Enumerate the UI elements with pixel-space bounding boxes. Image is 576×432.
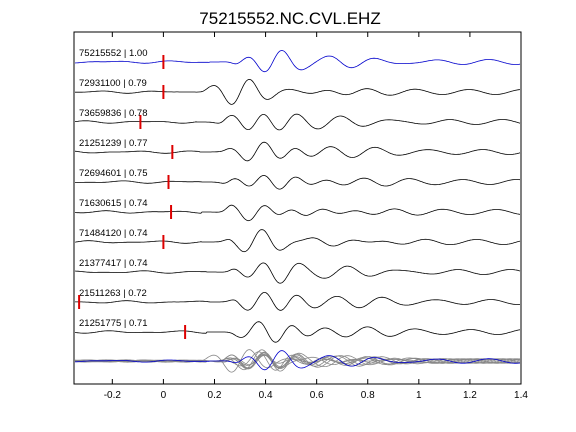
trace-21511263: 21511263 | 0.72 — [75, 288, 520, 311]
stack-line-73659836 — [74, 353, 521, 369]
stack-line-72931100 — [75, 349, 521, 373]
trace-line-75215552 — [74, 50, 521, 73]
trace-label-71630615: 71630615 | 0.74 — [79, 198, 148, 209]
trace-line-71484120 — [74, 229, 521, 253]
x-tick-label: 0.2 — [208, 390, 222, 401]
trace-label-21251775: 21251775 | 0.71 — [79, 318, 148, 329]
trace-label-72694601: 72694601 | 0.75 — [79, 168, 148, 179]
trace-label-21511263: 21511263 | 0.72 — [79, 288, 147, 299]
x-axis: -0.2 0 0.2 0.4 0.6 0.8 1 1.2 1.4 — [104, 32, 528, 401]
stack-layer — [74, 349, 521, 373]
trace-21377417: 21377417 | 0.74 — [74, 258, 521, 284]
chart-title: 75215552.NC.CVL.EHZ — [199, 9, 380, 28]
trace-label-75215552: 75215552 | 1.00 — [79, 48, 148, 59]
x-tick-label: 1 — [416, 390, 422, 401]
trace-line-21251239 — [74, 141, 521, 162]
x-tick-label: 0.4 — [259, 390, 273, 401]
trace-73659836: 73659836 | 0.78 — [74, 108, 521, 131]
x-tick-label: 1.4 — [514, 390, 528, 401]
stack-line-75215552 — [74, 350, 521, 371]
trace-71630615: 71630615 | 0.74 — [75, 198, 521, 222]
trace-line-21251775 — [74, 321, 521, 343]
trace-line-71630615 — [75, 204, 521, 222]
trace-label-73659836: 73659836 | 0.78 — [79, 108, 148, 119]
trace-label-21377417: 21377417 | 0.74 — [79, 258, 148, 269]
trace-label-72931100: 72931100 | 0.79 — [79, 78, 147, 89]
x-tick-label: 0.8 — [361, 390, 375, 401]
trace-71484120: 71484120 | 0.74 — [74, 228, 521, 253]
trace-21251775: 21251775 | 0.71 — [74, 318, 521, 343]
trace-72931100: 72931100 | 0.79 — [75, 78, 521, 105]
trace-label-71484120: 71484120 | 0.74 — [79, 228, 148, 239]
traces-layer: 75215552 | 1.00 72931100 | 0.79 73659836 |… — [74, 48, 521, 343]
x-tick-label: -0.2 — [104, 390, 122, 401]
trace-line-73659836 — [74, 113, 521, 131]
trace-line-72694601 — [75, 174, 521, 190]
x-tick-label: 1.2 — [463, 390, 477, 401]
trace-line-21377417 — [74, 262, 521, 284]
trace-21251239: 21251239 | 0.77 — [74, 138, 521, 162]
trace-line-72931100 — [75, 78, 521, 105]
trace-line-21511263 — [75, 292, 520, 311]
x-tick-label: 0 — [161, 390, 167, 401]
trace-75215552: 75215552 | 1.00 — [74, 48, 521, 73]
x-tick-label: 0.6 — [310, 390, 324, 401]
trace-72694601: 72694601 | 0.75 — [75, 168, 521, 190]
trace-label-21251239: 21251239 | 0.77 — [79, 138, 148, 149]
